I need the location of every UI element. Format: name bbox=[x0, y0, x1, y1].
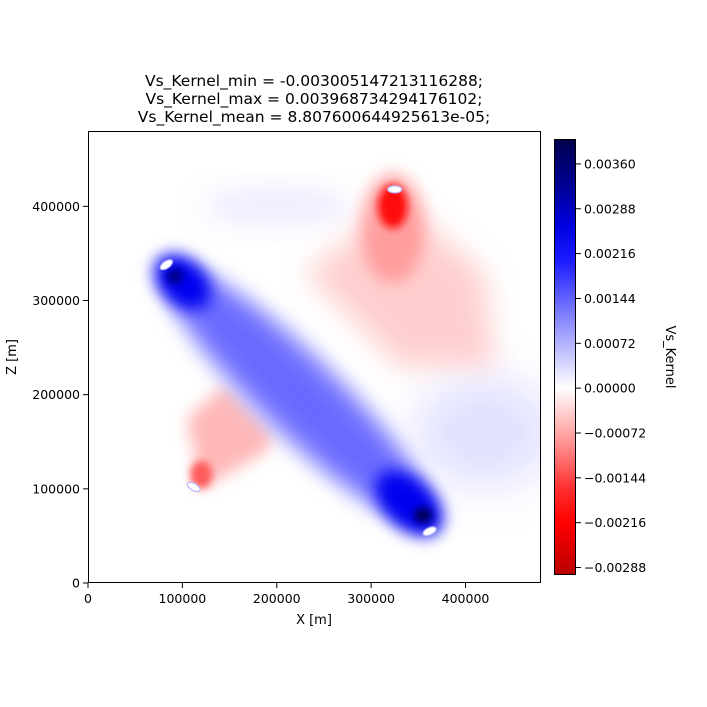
colorbar-gradient bbox=[554, 139, 576, 575]
x-tick-label: 400000 bbox=[442, 591, 490, 606]
negative-lobe-lower-core bbox=[190, 460, 213, 489]
x-tick-label: 200000 bbox=[253, 591, 301, 606]
y-tick-label: 200000 bbox=[32, 387, 80, 402]
y-tick-label: 0 bbox=[72, 576, 80, 591]
negative-lobe-upper-core bbox=[377, 184, 408, 229]
x-tick-label: 0 bbox=[84, 591, 92, 606]
colorbar-tick-label: 0.00072 bbox=[584, 336, 636, 351]
chart-title-line-1: Vs_Kernel_min = -0.003005147213116288; bbox=[145, 72, 483, 91]
colorbar-tick-label: 0.00216 bbox=[584, 246, 636, 261]
chart-title-line-2: Vs_Kernel_max = 0.003968734294176102; bbox=[145, 90, 482, 109]
source-glint bbox=[387, 185, 403, 194]
positive-band-inner bbox=[186, 286, 410, 503]
colorbar-tick-label: −0.00144 bbox=[584, 470, 646, 485]
source-glint bbox=[186, 481, 201, 493]
heatmap-field bbox=[153, 173, 541, 537]
y-axis-ticks: 0 100000 200000 300000 400000 bbox=[32, 199, 88, 591]
colorbar-tick-label: 0.00144 bbox=[584, 291, 636, 306]
negative-fan bbox=[305, 201, 494, 367]
y-axis-label: Z [m] bbox=[5, 339, 20, 375]
y-tick-label: 300000 bbox=[32, 293, 80, 308]
colorbar-tick-label: −0.00072 bbox=[584, 425, 646, 440]
colorbar-frame bbox=[554, 139, 576, 575]
plot-frame bbox=[88, 131, 541, 583]
chart-title-line-3: Vs_Kernel_mean = 8.807600644925613e-05; bbox=[138, 108, 490, 127]
positive-band bbox=[153, 254, 443, 535]
colorbar-tick-label: 0.00000 bbox=[584, 381, 636, 396]
colorbar-ticks: 0.00360 0.00288 0.00216 0.00144 0.00072 0.000… bbox=[576, 156, 646, 575]
y-tick-label: 100000 bbox=[32, 481, 80, 496]
positive-band-end-upper bbox=[155, 254, 211, 310]
positive-fan bbox=[414, 377, 541, 488]
x-tick-label: 100000 bbox=[159, 591, 207, 606]
positive-band-end-lower-core bbox=[414, 507, 433, 524]
positive-band-end-upper-core bbox=[166, 268, 183, 285]
colorbar-tick-label: 0.00288 bbox=[584, 201, 636, 216]
colorbar-tick-label: 0.00360 bbox=[584, 156, 636, 171]
colorbar-tick-label: −0.00216 bbox=[584, 515, 646, 530]
source-glint bbox=[159, 259, 174, 271]
x-tick-label: 300000 bbox=[347, 591, 395, 606]
plot-area bbox=[88, 131, 541, 583]
positive-fan-top bbox=[201, 188, 352, 225]
colorbar-label: Vs_Kernel bbox=[662, 325, 677, 388]
x-axis-ticks: 0 100000 200000 300000 400000 bbox=[84, 583, 489, 606]
colorbar-tick-label: −0.00288 bbox=[584, 560, 646, 575]
source-glint bbox=[422, 526, 437, 537]
colorbar: 0.00360 0.00288 0.00216 0.00144 0.00072 0.000… bbox=[554, 139, 677, 575]
y-tick-label: 400000 bbox=[32, 199, 80, 214]
x-axis-label: X [m] bbox=[296, 613, 332, 628]
